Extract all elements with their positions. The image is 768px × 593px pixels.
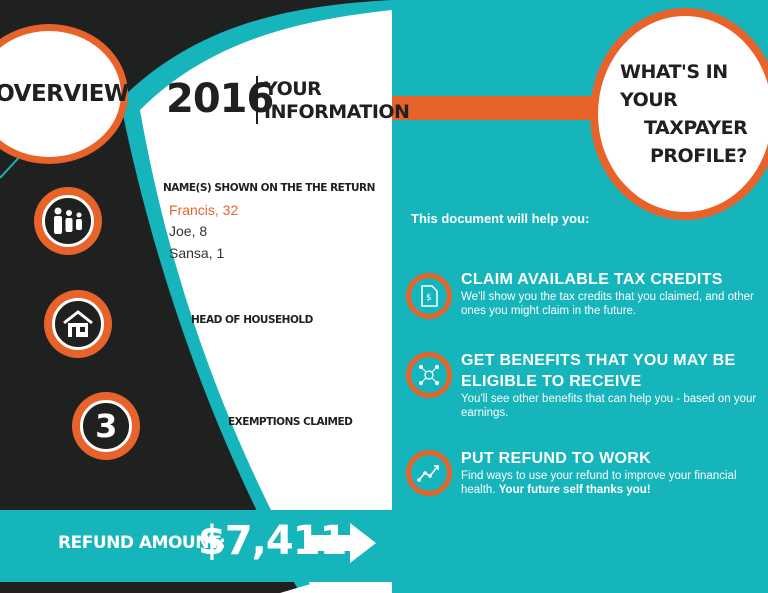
feature-body: We'll show you the tax credits that you … <box>461 291 754 317</box>
tax-credits-icon-badge: $ <box>406 273 452 319</box>
exemptions-count: 3 <box>95 406 117 445</box>
filing-status: HEAD OF HOUSEHOLD <box>191 314 313 326</box>
family-icon-badge <box>34 187 102 255</box>
feature-body: You'll see other benefits that can help … <box>461 393 757 419</box>
arrow-right-icon <box>310 523 376 563</box>
overview-title: OVERVIEW <box>0 81 129 107</box>
feature-body-text: Find ways to use your refund to improve … <box>461 470 737 496</box>
refund-label: REFUND AMOUNT: <box>58 533 226 553</box>
profile-intro: This document will help you: <box>411 211 590 226</box>
info-heading-line2: INFORMATION <box>264 101 410 123</box>
home-icon <box>63 310 93 337</box>
benefits-icon-badge <box>406 352 452 398</box>
network-dollar-icon <box>419 365 439 385</box>
overview-badge: OVERVIEW <box>0 24 129 164</box>
info-heading-line1: YOUR <box>264 78 322 100</box>
profile-title-line1: WHAT'S IN YOUR <box>620 61 728 111</box>
names-label: NAME(S) SHOWN ON THE THE RETURN <box>163 182 375 194</box>
feature-title: GET BENEFITS THAT YOU MAY BE <box>461 352 736 369</box>
exemptions-label: EXEMPTIONS CLAIMED <box>228 416 353 428</box>
home-icon-badge <box>44 290 112 358</box>
exemptions-badge: 3 <box>72 392 140 460</box>
feature-title: ELIGIBLE TO RECEIVE <box>461 373 642 390</box>
document-dollar-icon: $ <box>421 285 438 307</box>
profile-title-line3: PROFILE? <box>650 145 747 167</box>
feature-body-bold: Your future self thanks you! <box>498 484 651 496</box>
feature-body: Find ways to use your refund to improve … <box>461 469 751 497</box>
name-item: Francis, 32 <box>169 202 239 218</box>
info-divider <box>256 76 258 124</box>
svg-text:$: $ <box>426 293 432 303</box>
name-item: Sansa, 1 <box>169 245 225 261</box>
refund-work-icon-badge <box>406 450 452 496</box>
feature-title: CLAIM AVAILABLE TAX CREDITS <box>461 271 723 288</box>
growth-chart-icon <box>417 465 439 482</box>
feature-title: PUT REFUND TO WORK <box>461 450 651 467</box>
profile-title-line2: TAXPAYER <box>644 117 748 139</box>
profile-badge: WHAT'S IN YOUR TAXPAYER PROFILE? <box>590 8 768 220</box>
family-icon <box>53 207 82 234</box>
name-item: Joe, 8 <box>169 223 208 239</box>
